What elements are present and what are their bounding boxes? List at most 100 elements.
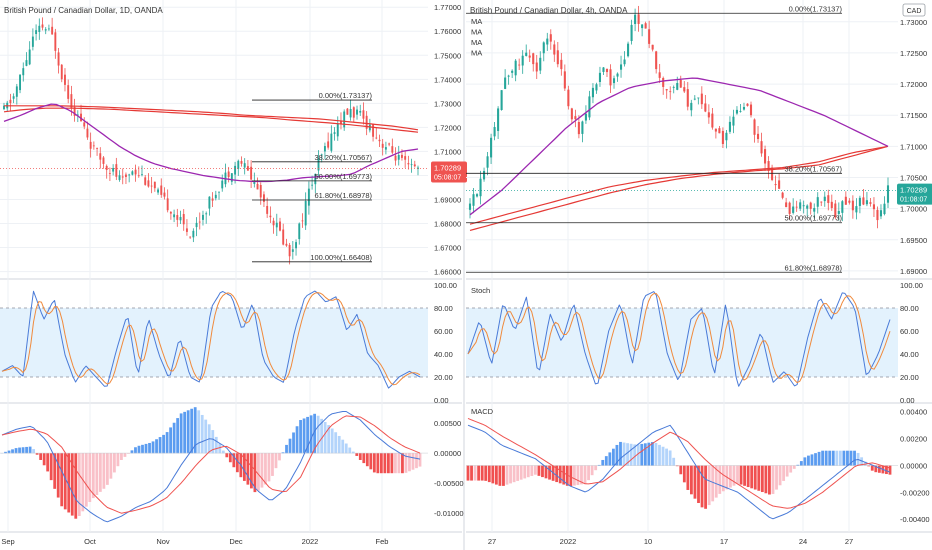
- candle-body: [112, 167, 115, 172]
- macd-histogram-bar: [782, 465, 786, 481]
- candle-body: [211, 198, 214, 201]
- candle-body: [655, 51, 658, 70]
- macd-histogram-bar: [835, 450, 839, 466]
- macd-histogram-bar: [487, 465, 491, 483]
- macd-histogram-bar: [846, 450, 849, 466]
- macd-histogram-bar: [172, 422, 176, 454]
- macd-histogram-bar: [232, 453, 236, 468]
- candle-body: [746, 103, 749, 106]
- macd-histogram-bar: [95, 453, 99, 495]
- ma-slow-line: [469, 145, 889, 231]
- macd-histogram-bar: [622, 442, 626, 466]
- time-tick-label: 24: [799, 537, 807, 546]
- candle-body: [311, 184, 314, 186]
- candle-body: [725, 132, 728, 141]
- candle-body: [665, 89, 668, 91]
- candle-body: [728, 121, 731, 132]
- macd-histogram-bar: [169, 427, 172, 454]
- price-tick-label: 1.77000: [434, 3, 461, 12]
- candle-body: [785, 202, 788, 208]
- macd-histogram-bar: [25, 446, 28, 454]
- candle-body: [266, 205, 269, 214]
- candle-body: [54, 32, 57, 51]
- fib-level-label: 61.80%(1.68978): [784, 263, 842, 272]
- candle-body: [514, 60, 517, 76]
- candle-body: [879, 210, 883, 217]
- candle-body: [865, 200, 868, 205]
- price-tick-label: 1.73000: [900, 18, 927, 27]
- macd-histogram-bar: [541, 465, 544, 478]
- ma-legend-label: MA: [471, 17, 482, 26]
- candle-body: [886, 185, 890, 203]
- macd-histogram-bar: [134, 447, 137, 454]
- time-tick-label: 2022: [302, 537, 319, 546]
- candle-body: [185, 228, 188, 232]
- candle-body: [362, 110, 365, 119]
- macd-histogram-bar: [190, 408, 194, 454]
- last-price-value: 1.70289: [434, 164, 461, 173]
- candle-body: [546, 38, 549, 45]
- price-tick-label: 1.68000: [434, 220, 461, 229]
- macd-histogram-bar: [253, 453, 257, 493]
- candle-body: [47, 28, 50, 30]
- macd-histogram-bar: [225, 453, 229, 458]
- candle-body: [262, 194, 265, 202]
- price-tick-label: 1.71000: [434, 147, 461, 156]
- macd-histogram-bar: [562, 465, 566, 485]
- candle-body: [404, 156, 407, 160]
- candle-body: [837, 210, 840, 214]
- candle-body: [799, 202, 802, 209]
- fib-level-label: 38.20%(1.70567): [784, 164, 842, 173]
- macd-histogram-bar: [491, 465, 495, 484]
- macd-histogram-bar: [302, 418, 306, 454]
- candle-body: [697, 97, 700, 99]
- fib-level-label: 38.20%(1.70567): [314, 153, 372, 162]
- macd-histogram-bar: [183, 411, 187, 454]
- macd-tick-label: 0.00000: [900, 461, 927, 470]
- candle-body: [718, 128, 721, 134]
- candle-body: [693, 98, 696, 100]
- macd-histogram-bar: [885, 465, 888, 475]
- candle-body: [333, 132, 336, 134]
- candle-body: [735, 109, 739, 114]
- macd-histogram-bar: [838, 450, 842, 466]
- candle-body: [320, 154, 323, 156]
- macd-histogram-bar: [165, 432, 169, 454]
- macd-histogram-bar: [274, 453, 278, 469]
- macd-histogram-bar: [831, 450, 835, 466]
- candle-body: [15, 86, 18, 97]
- time-tick-label: Dec: [229, 537, 243, 546]
- candle-body: [80, 113, 82, 122]
- candle-body: [394, 155, 397, 161]
- candle-body: [279, 221, 281, 231]
- candle-body: [76, 114, 79, 116]
- macd-histogram-bar: [792, 465, 796, 469]
- candle-body: [327, 141, 330, 148]
- macd-histogram-bar: [313, 413, 317, 454]
- macd-histogram-bar: [250, 453, 253, 489]
- price-tick-label: 1.72000: [900, 80, 927, 89]
- macd-histogram-bar: [105, 453, 109, 485]
- candle-body: [413, 164, 416, 167]
- candle-body: [359, 110, 362, 113]
- candle-body: [795, 206, 798, 208]
- stoch-d-line: [1, 292, 421, 386]
- candle-body: [651, 44, 654, 50]
- candle-body: [41, 24, 44, 28]
- chart-title: British Pound / Canadian Dollar, 4h, OAN…: [470, 6, 628, 15]
- macd-histogram-bar: [548, 465, 551, 480]
- candle-body: [179, 216, 182, 221]
- macd-histogram-bar: [81, 453, 85, 512]
- macd-histogram-bar: [870, 465, 874, 471]
- macd-histogram-bar: [362, 453, 366, 464]
- fib-level-label: 0.00%(1.73137): [789, 4, 843, 13]
- candle-body: [295, 242, 298, 249]
- macd-pane-label: MACD: [471, 407, 494, 416]
- candle-body: [246, 166, 249, 171]
- macd-histogram-bar: [242, 453, 246, 481]
- candle-body: [234, 165, 237, 175]
- candle-body: [272, 220, 275, 226]
- candle-body: [57, 52, 60, 66]
